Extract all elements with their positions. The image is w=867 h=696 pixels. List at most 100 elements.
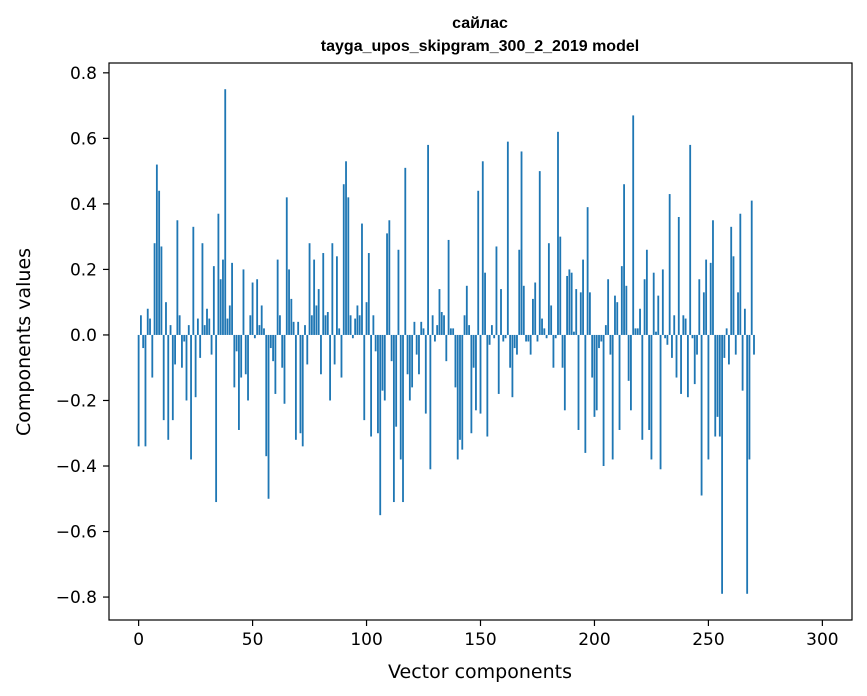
bar-141 <box>459 334 461 440</box>
bar-109 <box>386 233 388 335</box>
bar-40 <box>228 305 231 335</box>
bar-59 <box>272 334 275 362</box>
bar-68 <box>292 321 295 335</box>
bar-52 <box>256 279 259 335</box>
bar-20 <box>183 334 186 342</box>
bar-87 <box>336 256 338 335</box>
bar-156 <box>493 334 496 339</box>
bar-154 <box>488 334 491 345</box>
bar-193 <box>577 334 580 430</box>
bar-219 <box>636 328 639 335</box>
bar-142 <box>461 334 464 450</box>
bar-250 <box>707 334 710 460</box>
x-tick-label: 200 <box>578 630 610 650</box>
bar-129 <box>431 315 434 335</box>
bar-212 <box>620 266 623 335</box>
bar-202 <box>598 334 600 349</box>
bar-45 <box>240 334 243 378</box>
bar-229 <box>659 334 662 470</box>
bar-121 <box>413 321 416 335</box>
bar-224 <box>648 334 651 430</box>
bar-96 <box>356 305 359 335</box>
bar-163 <box>509 334 512 368</box>
bar-168 <box>520 151 523 335</box>
bar-190 <box>570 272 573 335</box>
bar-95 <box>354 318 357 335</box>
bar-83 <box>326 312 329 335</box>
bar-35 <box>217 213 220 335</box>
bar-236 <box>675 334 678 378</box>
bar-33 <box>212 266 215 335</box>
bar-265 <box>741 334 744 391</box>
bar-189 <box>568 269 571 335</box>
bar-215 <box>627 334 630 381</box>
bar-138 <box>452 328 455 335</box>
bar-248 <box>702 292 705 335</box>
bar-239 <box>682 315 685 335</box>
bar-267 <box>746 334 749 594</box>
bar-56 <box>265 334 268 457</box>
bar-257 <box>723 334 726 358</box>
bar-108 <box>383 334 386 401</box>
bar-253 <box>714 334 717 437</box>
bar-143 <box>463 315 466 335</box>
bar-210 <box>616 302 619 335</box>
bar-135 <box>445 334 448 362</box>
bar-245 <box>696 334 698 355</box>
bar-10 <box>160 246 163 335</box>
bar-206 <box>607 279 610 335</box>
bar-89 <box>340 334 343 378</box>
bar-22 <box>187 325 190 335</box>
bar-132 <box>438 289 441 335</box>
bar-0 <box>137 334 140 447</box>
x-tick-label: 150 <box>464 630 496 650</box>
bar-99 <box>363 334 366 421</box>
bar-115 <box>399 334 402 460</box>
bar-54 <box>260 305 263 335</box>
bar-211 <box>618 334 621 430</box>
bar-106 <box>379 334 382 516</box>
bar-136 <box>447 239 450 335</box>
chart-subtitle: tayga_upos_skipgram_300_2_2019 model <box>321 38 639 55</box>
bar-262 <box>734 334 737 355</box>
bar-192 <box>575 289 578 335</box>
bar-47 <box>244 334 247 375</box>
bar-78 <box>315 305 318 335</box>
bar-270 <box>753 334 755 355</box>
bar-127 <box>427 144 429 335</box>
bar-82 <box>324 315 327 335</box>
bar-227 <box>655 331 657 335</box>
bar-203 <box>600 334 603 342</box>
bar-259 <box>728 334 730 365</box>
bar-217 <box>632 115 635 335</box>
bar-25 <box>194 334 197 398</box>
bar-201 <box>595 334 598 411</box>
bar-112 <box>392 334 395 503</box>
bar-176 <box>538 171 541 335</box>
bar-238 <box>680 334 682 394</box>
bar-177 <box>541 318 543 335</box>
y-tick-label: 0.6 <box>70 129 97 149</box>
bar-98 <box>361 223 363 335</box>
bar-114 <box>397 249 400 335</box>
bar-256 <box>721 334 723 594</box>
bar-170 <box>525 334 527 342</box>
bar-19 <box>181 334 183 368</box>
bar-60 <box>274 334 277 394</box>
bar-67 <box>290 298 293 335</box>
bar-230 <box>661 269 664 335</box>
bar-171 <box>527 334 530 342</box>
bar-151 <box>481 161 484 335</box>
bar-41 <box>231 262 233 335</box>
bar-161 <box>504 334 507 339</box>
bar-107 <box>381 334 384 391</box>
bar-155 <box>490 325 493 335</box>
bar-48 <box>247 334 249 401</box>
bar-123 <box>418 334 420 375</box>
bar-21 <box>185 334 188 401</box>
bar-188 <box>566 275 569 335</box>
bar-12 <box>165 302 167 335</box>
bar-195 <box>582 259 584 335</box>
bar-81 <box>322 253 325 335</box>
bar-64 <box>283 334 286 404</box>
